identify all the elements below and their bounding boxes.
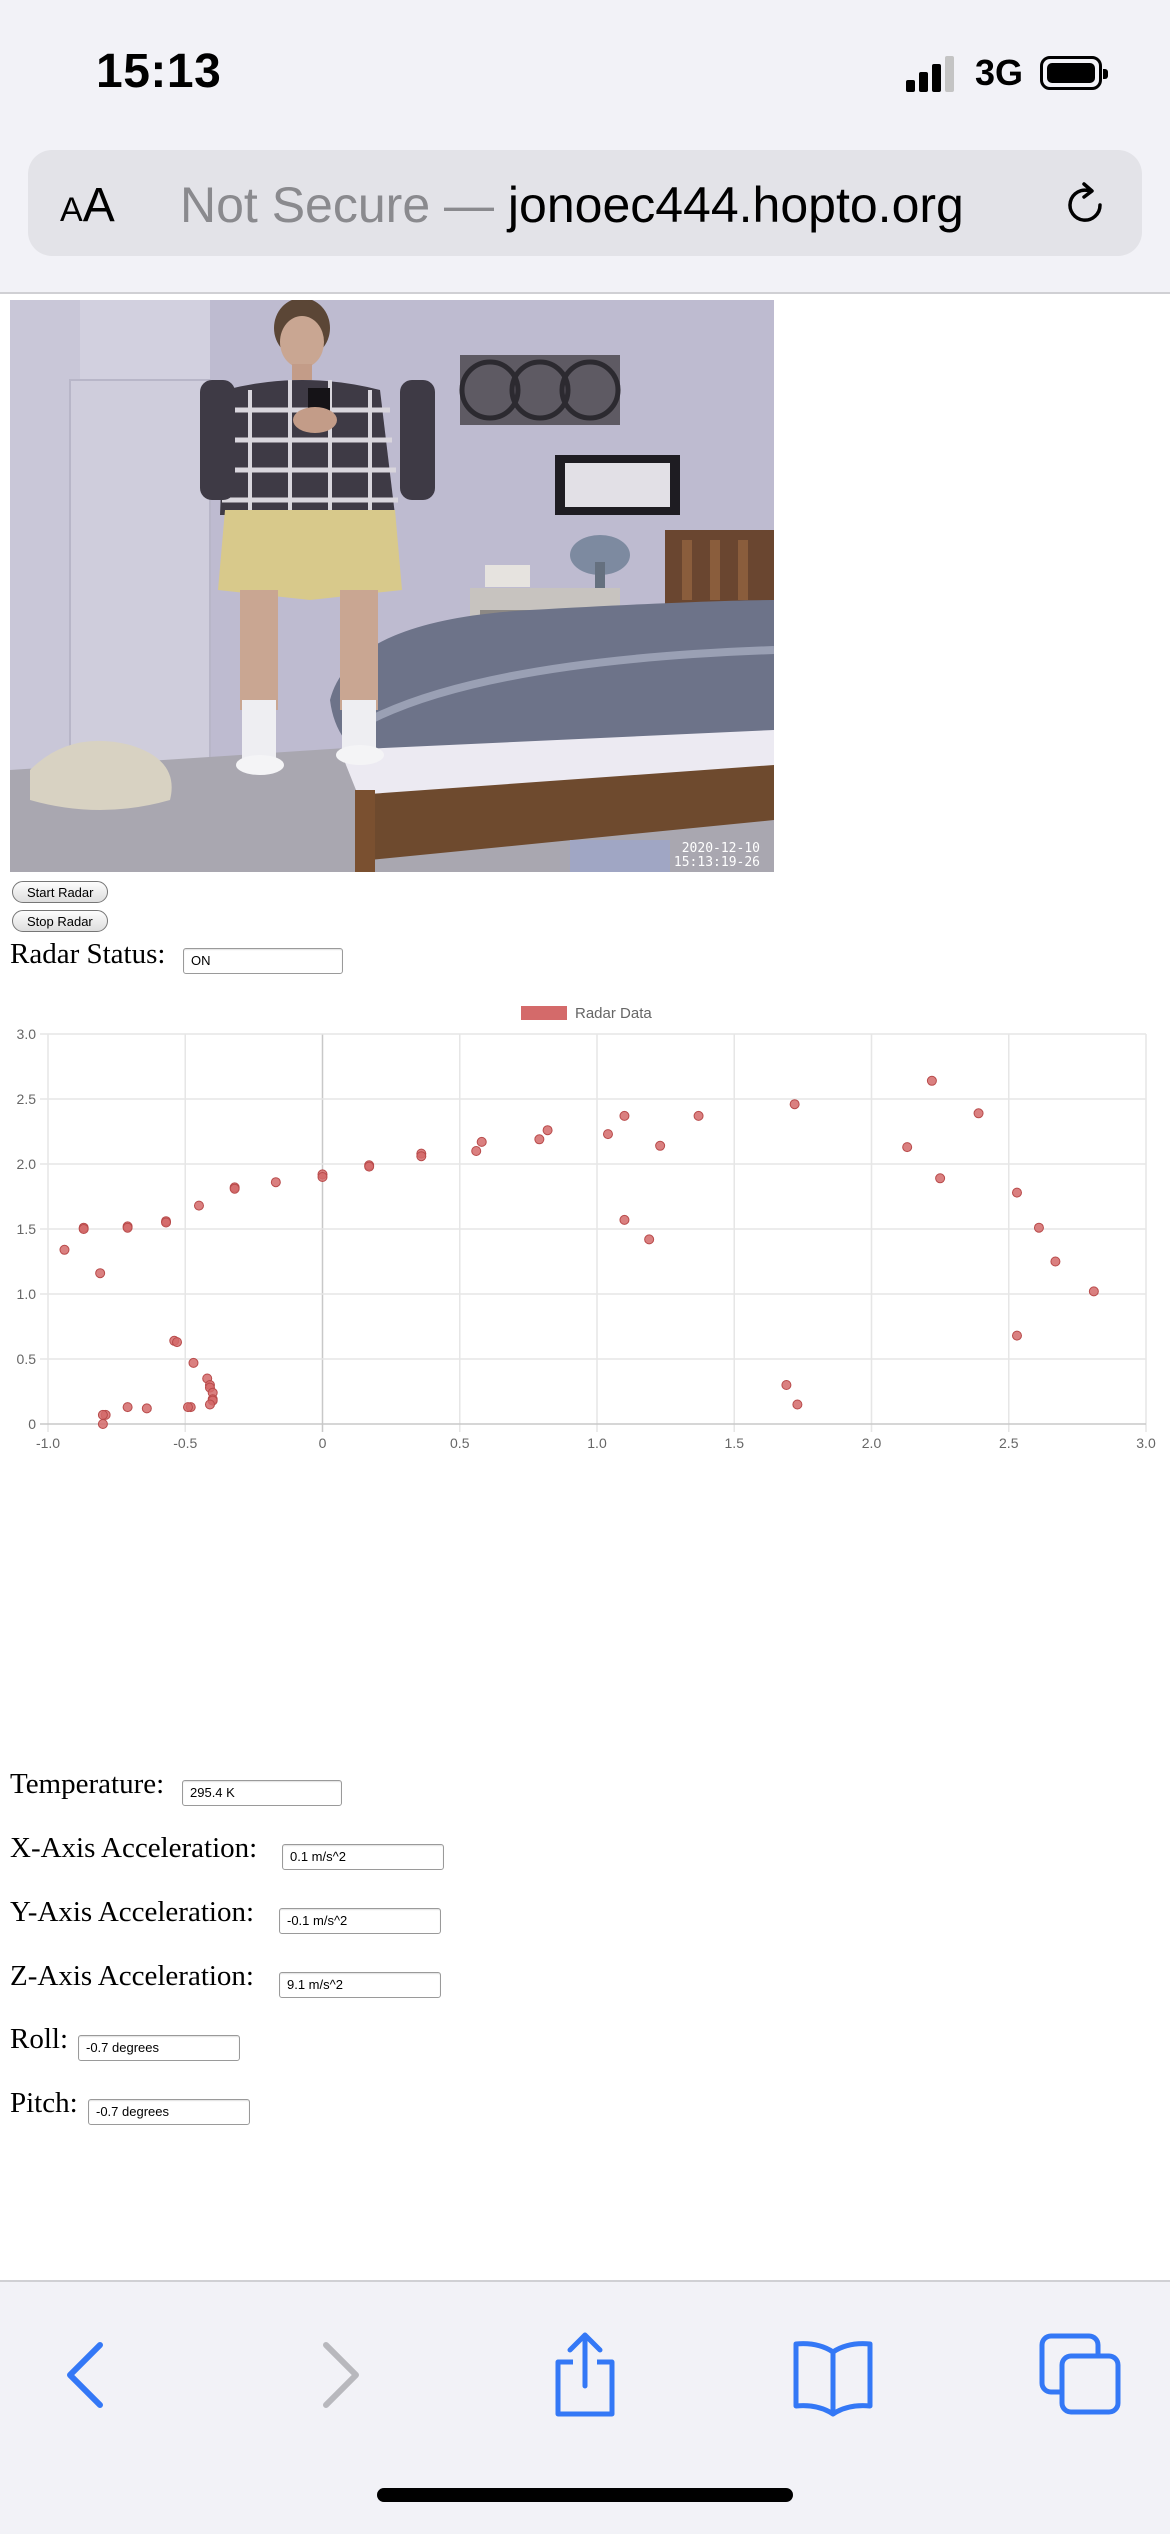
radar-data-point	[619, 1110, 630, 1121]
x-tick-label: 1.5	[725, 1435, 745, 1451]
radar-data-point	[1011, 1330, 1022, 1341]
z-acceleration-field[interactable]: 9.1 m/s^2	[279, 1972, 441, 1998]
radar-data-point	[534, 1134, 545, 1145]
radar-status-field[interactable]: ON	[183, 948, 343, 974]
browser-toolbar	[0, 2280, 1170, 2534]
security-warning: Not Secure —	[180, 177, 508, 233]
y-tick-label: 1.5	[17, 1221, 37, 1237]
temperature-field[interactable]: 295.4 K	[182, 1780, 342, 1806]
radar-data-point	[1011, 1187, 1022, 1198]
x-acceleration-label: X-Axis Acceleration:	[10, 1832, 258, 1864]
forward-icon[interactable]	[294, 2330, 384, 2420]
roll-label: Roll:	[10, 2023, 69, 2055]
status-bar: 15:13 3G	[0, 0, 1170, 146]
x-tick-label: -1.0	[36, 1435, 60, 1451]
battery-icon	[1040, 56, 1108, 90]
y-acceleration-label: Y-Axis Acceleration:	[10, 1896, 255, 1928]
radar-data-point	[619, 1214, 630, 1225]
radar-data-point	[229, 1183, 240, 1194]
text-size-button[interactable]: AA	[60, 179, 115, 232]
tabs-icon[interactable]	[1036, 2330, 1126, 2420]
roll-field[interactable]: -0.7 degrees	[78, 2035, 240, 2061]
radar-data-point	[1050, 1256, 1061, 1267]
status-time: 15:13	[96, 45, 222, 98]
radar-data-point	[204, 1399, 215, 1410]
temperature-label: Temperature:	[10, 1768, 165, 1800]
legend-label: Radar Data	[575, 1005, 652, 1022]
radar-data-point	[416, 1151, 427, 1162]
radar-data-point	[1033, 1222, 1044, 1233]
address-bar[interactable]: AA Not Secure — jonoec444.hopto.org	[28, 150, 1142, 256]
radar-data-point	[364, 1161, 375, 1172]
radar-data-point	[59, 1244, 70, 1255]
x-tick-label: 0.5	[450, 1435, 470, 1451]
url-display[interactable]: Not Secure — jonoec444.hopto.org	[180, 176, 964, 234]
camera-feed: 2020-12-10 15:13:19-26	[10, 300, 774, 872]
x-tick-label: 2.0	[862, 1435, 882, 1451]
radar-data-point	[95, 1268, 106, 1279]
home-indicator	[377, 2488, 793, 2502]
pitch-label: Pitch:	[10, 2087, 78, 2119]
stop-radar-button[interactable]: Stop Radar	[12, 910, 108, 932]
url-host: jonoec444.hopto.org	[507, 177, 964, 233]
y-tick-label: 0	[28, 1416, 36, 1432]
pitch-field[interactable]: -0.7 degrees	[88, 2099, 250, 2125]
reload-icon[interactable]	[1060, 180, 1110, 230]
radar-data-point	[97, 1409, 108, 1420]
radar-data-point	[317, 1172, 328, 1182]
x-tick-label: 0	[319, 1435, 327, 1451]
radar-data-point	[161, 1217, 172, 1228]
radar-data-point	[1088, 1286, 1099, 1297]
x-tick-label: -0.5	[173, 1435, 197, 1451]
radar-data-point	[270, 1177, 281, 1188]
radar-data-point	[789, 1099, 800, 1110]
radar-data-point	[644, 1234, 655, 1245]
radar-data-point	[902, 1142, 913, 1153]
radar-data-point	[935, 1173, 946, 1184]
radar-data-point	[476, 1136, 487, 1147]
radar-data-point	[172, 1337, 183, 1348]
z-acceleration-label: Z-Axis Acceleration:	[10, 1960, 254, 1992]
bookmarks-icon[interactable]	[788, 2330, 878, 2420]
radar-data-point	[471, 1146, 482, 1156]
radar-data-point	[602, 1129, 613, 1140]
radar-data-point	[693, 1110, 704, 1121]
radar-chart: -1.0 -0.5 0 0.5 1.0 1.5 2.0 2.5 3.0 0 0.5 1.0 1.5 2.0…	[17, 1005, 1156, 1451]
radar-data-point	[97, 1419, 108, 1429]
page-content: 2020-12-10 15:13:19-26 Start Radar Stop …	[0, 294, 1170, 2280]
radar-data-point	[193, 1200, 204, 1211]
radar-status-label: Radar Status:	[10, 938, 166, 970]
y-tick-label: 1.0	[17, 1286, 37, 1302]
radar-data-point	[926, 1075, 937, 1086]
y-tick-label: 2.0	[17, 1156, 37, 1172]
x-tick-label: 3.0	[1136, 1435, 1156, 1451]
network-type: 3G	[975, 52, 1024, 93]
y-tick-label: 2.5	[17, 1091, 37, 1107]
start-radar-button[interactable]: Start Radar	[12, 881, 109, 903]
y-tick-label: 0.5	[17, 1351, 37, 1367]
radar-data-point	[141, 1403, 152, 1414]
back-icon[interactable]	[42, 2330, 132, 2420]
share-icon[interactable]	[540, 2330, 630, 2420]
y-acceleration-field[interactable]: -0.1 m/s^2	[279, 1908, 441, 1934]
radar-data-point	[182, 1402, 193, 1413]
radar-data-point	[78, 1224, 89, 1234]
radar-data-point	[542, 1125, 553, 1136]
radar-data-point	[122, 1222, 133, 1233]
camera-timestamp: 2020-12-10 15:13:19-26	[673, 841, 760, 870]
radar-data-point	[188, 1357, 199, 1368]
camera-image	[10, 300, 774, 872]
x-tick-label: 1.0	[587, 1435, 607, 1451]
x-tick-label: 2.5	[999, 1435, 1019, 1451]
legend-swatch	[521, 1006, 567, 1020]
y-tick-label: 3.0	[17, 1026, 37, 1042]
browser-address-area: AA Not Secure — jonoec444.hopto.org	[0, 146, 1170, 294]
radar-data-point	[655, 1140, 666, 1151]
radar-data-point	[792, 1399, 803, 1410]
radar-data-point	[781, 1380, 792, 1390]
cellular-signal-icon	[906, 54, 958, 92]
radar-data-point	[973, 1108, 984, 1119]
radar-data-point	[122, 1402, 133, 1413]
x-acceleration-field[interactable]: 0.1 m/s^2	[282, 1844, 444, 1870]
